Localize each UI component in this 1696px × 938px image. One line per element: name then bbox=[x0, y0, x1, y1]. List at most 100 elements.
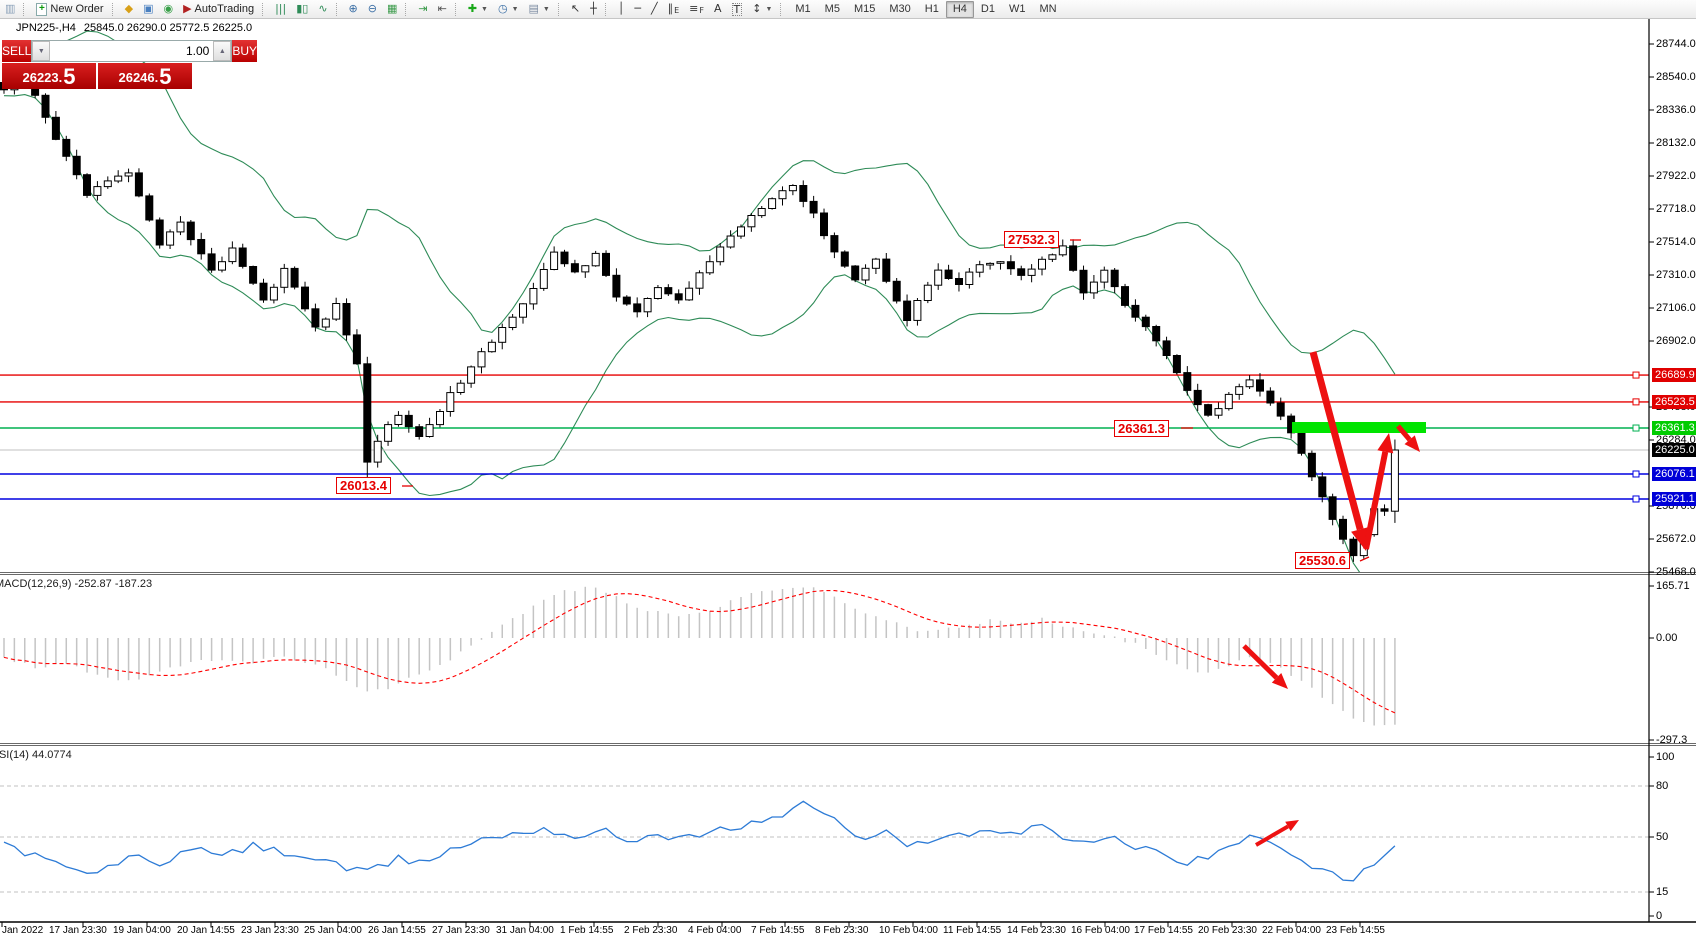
hline-endpoint-marker bbox=[1632, 398, 1640, 406]
price-annotation-box[interactable]: 25530.6 bbox=[1295, 552, 1350, 569]
signals-icon[interactable]: ◉ bbox=[158, 1, 178, 18]
macd-label: MACD(12,26,9) -252.87 -187.23 bbox=[0, 578, 153, 590]
templates-icon: ▤ bbox=[528, 2, 539, 15]
trendline-icon[interactable]: ╱ bbox=[646, 1, 663, 18]
toolbar-separator bbox=[405, 2, 410, 16]
chart-shift-icon[interactable]: ⇤ bbox=[433, 1, 452, 18]
price-tick-label: 26902.0 bbox=[1656, 335, 1696, 347]
timeframe-mn[interactable]: MN bbox=[1039, 3, 1057, 15]
cursor-icon[interactable]: ↖ bbox=[566, 1, 585, 18]
timeframe-m1[interactable]: M1 bbox=[795, 3, 811, 15]
time-tick-label: 14 Feb 23:30 bbox=[1007, 925, 1066, 936]
red-arrow-head bbox=[1377, 433, 1394, 454]
autotrading-icon: ▶ bbox=[183, 2, 192, 15]
red-arrow[interactable] bbox=[1254, 824, 1289, 847]
fibonacci-icon: ≡ bbox=[689, 2, 699, 15]
mql-editor-icon[interactable]: ◆ bbox=[120, 1, 138, 18]
rsi-tick-label: 0 bbox=[1656, 910, 1663, 922]
periods-icon[interactable]: ◷ ▼ bbox=[493, 1, 524, 18]
chart-title: JPN225-,H4 25845.0 26290.0 25772.5 26225.… bbox=[16, 22, 252, 34]
red-arrow[interactable] bbox=[1242, 644, 1279, 680]
toolbar-separator bbox=[780, 2, 785, 16]
toolbar-separator bbox=[262, 2, 267, 16]
equidistant-channel-icon-sub: E bbox=[674, 6, 680, 15]
hline-endpoint-marker bbox=[1632, 470, 1640, 478]
horizontal-line-icon[interactable]: ─ bbox=[629, 1, 646, 18]
timeframe-d1[interactable]: D1 bbox=[980, 3, 995, 15]
red-arrow[interactable] bbox=[1309, 351, 1364, 531]
timeframe-m15[interactable]: M15 bbox=[853, 3, 876, 15]
price-level-chip: 26361.3 bbox=[1652, 421, 1696, 436]
time-tick-label: Jan 2022 bbox=[2, 925, 44, 936]
price-annotation-box[interactable]: 26361.3 bbox=[1114, 420, 1169, 437]
text-label-icon: T bbox=[731, 2, 743, 16]
timeframe-h1[interactable]: H1 bbox=[924, 3, 939, 15]
text-label-icon[interactable]: T bbox=[727, 1, 748, 18]
macd-tick-label: -297.3 bbox=[1656, 734, 1688, 746]
autotrading-button-label: AutoTrading bbox=[194, 3, 255, 15]
toolbar-separator bbox=[454, 2, 460, 16]
terminal-icon: ▣ bbox=[143, 2, 154, 15]
chart-canvas[interactable] bbox=[0, 18, 1649, 922]
sell-price-panel[interactable]: 26223. 5 bbox=[2, 63, 96, 89]
buy-button[interactable]: BUY bbox=[232, 40, 258, 62]
macd-layer bbox=[3, 586, 1396, 726]
terminal-icon[interactable]: ▣ bbox=[138, 1, 158, 18]
time-tick-label: 27 Jan 23:30 bbox=[432, 925, 490, 936]
price-annotation-box[interactable]: 27532.3 bbox=[1004, 231, 1059, 248]
toolbar-separator bbox=[604, 2, 610, 16]
chart-frame bbox=[0, 18, 1696, 927]
time-tick-label: 11 Feb 14:55 bbox=[943, 925, 1002, 936]
time-tick-label: 26 Jan 14:55 bbox=[368, 925, 426, 936]
indicators-icon[interactable]: ✚ ▼ bbox=[463, 1, 493, 18]
price-tick-label: 27106.0 bbox=[1656, 302, 1696, 314]
red-arrow-head bbox=[1404, 435, 1420, 452]
volume-stepper: ▼ ▲ bbox=[31, 40, 233, 62]
price-tick-label: 28336.0 bbox=[1656, 104, 1696, 116]
hline-endpoint-marker bbox=[1632, 371, 1640, 379]
bar-chart-icon[interactable]: ||| bbox=[270, 1, 291, 18]
volume-increase-button[interactable]: ▲ bbox=[213, 41, 232, 61]
buy-price-panel[interactable]: 26246. 5 bbox=[98, 63, 192, 89]
zoom-out-icon[interactable]: ⊖ bbox=[363, 1, 382, 18]
indicators-icon: ✚ bbox=[467, 2, 478, 15]
chevron-down-icon: ▼ bbox=[542, 5, 550, 13]
candlestick-chart-icon[interactable]: ▮▯ bbox=[291, 1, 313, 18]
fibonacci-icon[interactable]: ≡ F bbox=[684, 1, 709, 18]
crosshair-icon[interactable]: ┼ bbox=[585, 1, 602, 18]
volume-decrease-button[interactable]: ▼ bbox=[32, 41, 51, 61]
tile-windows-icon[interactable]: ▦ bbox=[382, 1, 402, 18]
zoom-in-icon[interactable]: ⊕ bbox=[344, 1, 363, 18]
sell-button[interactable]: SELL bbox=[2, 40, 32, 62]
templates-icon[interactable]: ▤ ▼ bbox=[524, 1, 555, 18]
red-arrow[interactable] bbox=[1396, 424, 1412, 442]
timeframe-m30[interactable]: M30 bbox=[889, 3, 911, 15]
price-level-chip: 25921.1 bbox=[1652, 491, 1696, 506]
buy-price-frac: 5 bbox=[159, 64, 172, 89]
new-order-button[interactable]: + New Order bbox=[31, 1, 108, 18]
time-tick-label: 17 Feb 14:55 bbox=[1134, 925, 1193, 936]
rsi-label: RSI(14) 44.0774 bbox=[0, 749, 72, 761]
price-tick-label: 27718.0 bbox=[1656, 203, 1696, 215]
time-tick-label: 23 Feb 14:55 bbox=[1326, 925, 1385, 936]
green-zone-rectangle[interactable] bbox=[1292, 422, 1426, 433]
equidistant-channel-icon[interactable]: ∥ E bbox=[663, 1, 685, 18]
price-annotation-box[interactable]: 26013.4 bbox=[336, 477, 391, 494]
arrows-icon[interactable]: ↕ ▼ bbox=[747, 1, 777, 18]
red-arrow[interactable] bbox=[1363, 451, 1389, 550]
sell-price-main: 26223 bbox=[22, 70, 59, 85]
drawing-objects-layer bbox=[402, 239, 1420, 847]
vertical-line-icon[interactable]: │ bbox=[613, 1, 630, 18]
time-tick-label: 10 Feb 04:00 bbox=[879, 925, 938, 936]
text-icon[interactable]: A bbox=[709, 1, 727, 18]
timeframe-w1[interactable]: W1 bbox=[1008, 3, 1026, 15]
timeframe-m5[interactable]: M5 bbox=[824, 3, 840, 15]
timeframe-h4[interactable]: H4 bbox=[945, 0, 974, 18]
time-tick-label: 22 Feb 04:00 bbox=[1262, 925, 1321, 936]
autotrading-button[interactable]: ▶ AutoTrading bbox=[178, 1, 259, 18]
chevron-down-icon: ▼ bbox=[765, 5, 773, 13]
auto-scroll-icon[interactable]: ⇥ bbox=[413, 1, 432, 18]
volume-input[interactable] bbox=[50, 41, 214, 61]
clipped-chart-icon[interactable]: ▥ bbox=[0, 1, 20, 18]
line-chart-icon[interactable]: ∿ bbox=[313, 1, 332, 18]
